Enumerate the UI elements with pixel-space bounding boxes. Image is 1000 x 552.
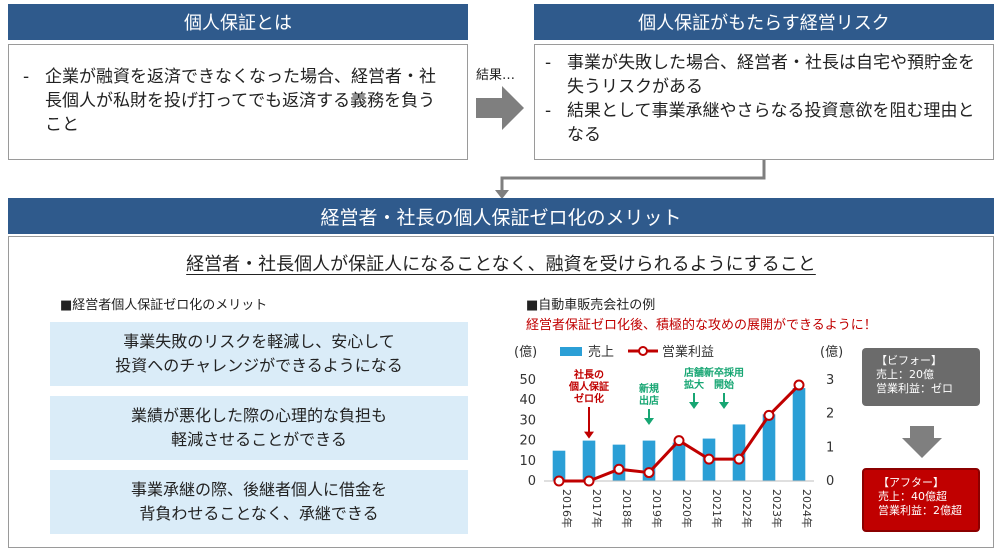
right-tick-label: 1 bbox=[826, 440, 834, 455]
left-tick-label: 0 bbox=[528, 474, 536, 489]
annotation-line: 拡大 bbox=[684, 378, 704, 391]
definition-text: 企業が融資を返済できなくなった場合、経営者・社長個人が私財を投げ打ってでも返済す… bbox=[45, 67, 436, 135]
sales-bar bbox=[582, 440, 596, 481]
annotation-line: 出店 bbox=[639, 394, 659, 407]
annotation-line: 新卒採用 bbox=[704, 366, 744, 379]
annotation-arrow-head bbox=[644, 418, 654, 425]
sales-bar bbox=[612, 444, 626, 481]
annotation-arrow-head bbox=[719, 402, 729, 409]
x-tick-label: 2020年 bbox=[680, 489, 694, 528]
x-tick-label: 2024年 bbox=[800, 489, 814, 528]
bullet-dash: - bbox=[545, 53, 552, 73]
annotation-line: 社長の bbox=[573, 368, 604, 381]
down-arrow-icon bbox=[902, 426, 942, 458]
result-label: 結果… bbox=[476, 68, 516, 83]
down-connector-icon bbox=[495, 160, 766, 199]
bullet-dash: - bbox=[23, 67, 30, 87]
x-tick-label: 2021年 bbox=[710, 489, 724, 528]
profit-point bbox=[703, 453, 715, 465]
legend-label-profit: 営業利益 bbox=[662, 344, 714, 360]
merit-box-1: 事業失敗のリスクを軽減し、安心して 投資へのチャレンジができるようになる bbox=[50, 322, 468, 386]
annotation-label: 新規出店 bbox=[639, 382, 659, 407]
annotation-line: 新規 bbox=[639, 382, 659, 395]
before-box: 【ビフォー】 売上：20億 営業利益：ゼロ bbox=[862, 348, 980, 406]
sales-profit-chart: (億) (億) 売上 営業利益 0 10 20 30 40 50 0 1 2 3 2016年 2017年 201… bbox=[514, 344, 843, 528]
risk-text-2: 結果として事業承継やさらなる投資意欲を阻む理由となる bbox=[567, 101, 975, 145]
top-right-header: 個人保証がもたらす経営リスク bbox=[534, 4, 994, 40]
legend-label-sales: 売上 bbox=[588, 344, 614, 360]
annotation-line: 店舗 bbox=[684, 366, 704, 379]
annotation-label: 店舗拡大 bbox=[684, 366, 704, 391]
merit-box-3: 事業承継の際、後継者個人に借金を 背負わせることなく、承継できる bbox=[50, 470, 468, 534]
top-left-header: 個人保証とは bbox=[8, 4, 468, 40]
main-header: 経営者・社長の個人保証ゼロ化のメリット bbox=[8, 198, 994, 234]
x-tick-label: 2016年 bbox=[560, 489, 574, 528]
left-axis-unit: (億) bbox=[514, 344, 537, 360]
merit-box-2: 業績が悪化した際の心理的な負担も 軽減させることができる bbox=[50, 396, 468, 460]
before-profit: 営業利益：ゼロ bbox=[876, 382, 953, 395]
annotation-line: 開始 bbox=[714, 378, 734, 391]
risk-text-1: 事業が失敗した場合、経営者・社長は自宅や預貯金を失うリスクがある bbox=[567, 53, 975, 97]
risk-box: - 事業が失敗した場合、経営者・社長は自宅や預貯金を失うリスクがある - 結果と… bbox=[534, 44, 994, 160]
after-profit: 営業利益：2億超 bbox=[878, 504, 962, 517]
after-box: 【アフター】 売上：40億超 営業利益：2億超 bbox=[862, 468, 980, 532]
legend-swatch-sales bbox=[560, 347, 582, 356]
sales-bar bbox=[792, 388, 806, 481]
sales-bar bbox=[762, 414, 776, 481]
right-tick-label: 0 bbox=[826, 474, 834, 489]
right-tick-label: 3 bbox=[826, 373, 834, 388]
after-sales: 売上：40億超 bbox=[878, 490, 947, 503]
profit-point bbox=[643, 467, 655, 479]
after-title: 【アフター】 bbox=[878, 476, 944, 489]
left-section-title: ■経営者個人保証ゼロ化のメリット bbox=[60, 298, 268, 313]
main-subtitle: 経営者・社長個人が保証人になることなく、融資を受けられるようにすること bbox=[8, 250, 994, 276]
sales-bar bbox=[552, 450, 566, 481]
x-tick-label: 2017年 bbox=[590, 489, 604, 528]
annotation-label: 新卒採用開始 bbox=[704, 366, 744, 391]
left-tick-label: 30 bbox=[519, 413, 536, 428]
right-axis-unit: (億) bbox=[820, 344, 843, 360]
profit-point bbox=[613, 463, 625, 475]
left-tick-label: 20 bbox=[519, 434, 536, 449]
definition-box: - 企業が融資を返済できなくなった場合、経営者・社長個人が私財を投げ打ってでも返… bbox=[8, 44, 468, 160]
main-subtitle-text: 経営者・社長個人が保証人になることなく、融資を受けられるようにすること bbox=[186, 254, 816, 275]
profit-point bbox=[553, 475, 565, 487]
sales-bar bbox=[672, 442, 686, 481]
annotation-label: 社長の個人保証ゼロ化 bbox=[568, 368, 609, 405]
before-title: 【ビフォー】 bbox=[876, 354, 942, 367]
profit-point bbox=[583, 475, 595, 487]
before-sales: 売上：20億 bbox=[876, 368, 934, 381]
left-tick-label: 50 bbox=[519, 373, 536, 388]
left-tick-label: 10 bbox=[519, 454, 536, 469]
annotation-arrow-head bbox=[689, 402, 699, 409]
left-tick-label: 40 bbox=[519, 393, 536, 408]
profit-point bbox=[793, 379, 805, 391]
bullet-dash: - bbox=[545, 101, 552, 121]
definition-bullet: - 企業が融資を返済できなくなった場合、経営者・社長個人が私財を投げ打ってでも返… bbox=[23, 65, 451, 137]
profit-point bbox=[673, 435, 685, 447]
risk-bullet-1: - 事業が失敗した場合、経営者・社長は自宅や預貯金を失うリスクがある bbox=[545, 51, 981, 99]
x-tick-label: 2023年 bbox=[770, 489, 784, 528]
annotation-line: 個人保証 bbox=[568, 380, 609, 393]
right-tick-label: 2 bbox=[826, 407, 834, 422]
annotation-line: ゼロ化 bbox=[574, 392, 604, 405]
legend-marker-profit bbox=[638, 346, 648, 356]
x-tick-label: 2018年 bbox=[620, 489, 634, 528]
right-section-title: ■自動車販売会社の例 bbox=[526, 298, 656, 313]
x-tick-label: 2019年 bbox=[650, 489, 664, 528]
right-arrow-icon bbox=[476, 86, 524, 130]
annotation-arrow-head bbox=[584, 431, 594, 439]
x-tick-label: 2022年 bbox=[740, 489, 754, 528]
profit-point bbox=[763, 409, 775, 421]
risk-bullet-2: - 結果として事業承継やさらなる投資意欲を阻む理由となる bbox=[545, 99, 981, 147]
right-section-subtitle: 経営者保証ゼロ化後、積極的な攻めの展開ができるように！ bbox=[526, 318, 877, 333]
sales-bar bbox=[732, 424, 746, 481]
profit-point bbox=[733, 453, 745, 465]
